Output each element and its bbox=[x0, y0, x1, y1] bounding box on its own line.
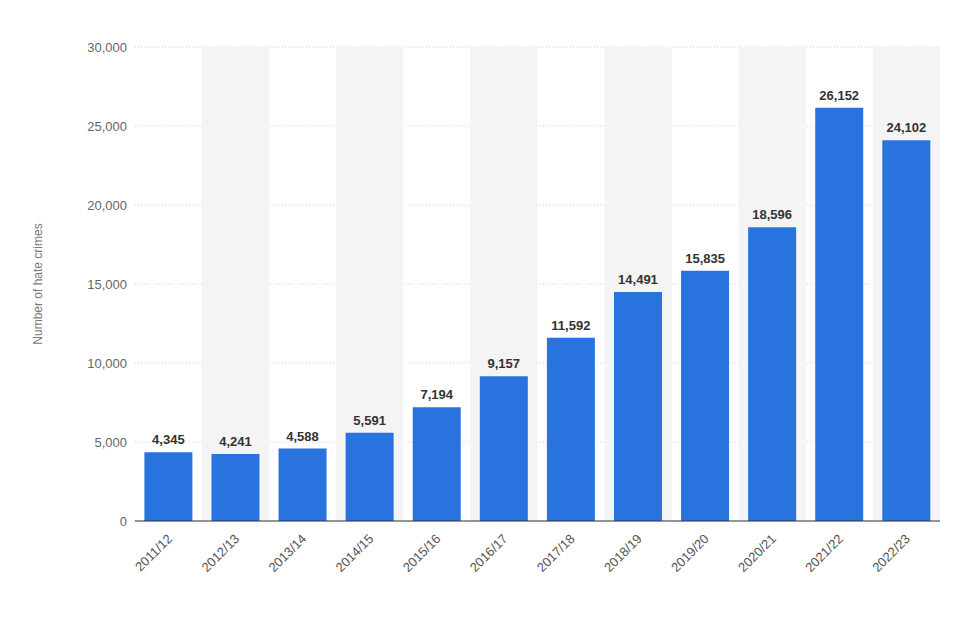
svg-text:4,241: 4,241 bbox=[219, 434, 252, 449]
svg-text:7,194: 7,194 bbox=[420, 387, 453, 402]
svg-text:2018/19: 2018/19 bbox=[601, 531, 645, 575]
svg-text:25,000: 25,000 bbox=[87, 119, 127, 134]
svg-text:2013/14: 2013/14 bbox=[266, 531, 310, 575]
svg-text:11,592: 11,592 bbox=[551, 318, 590, 333]
svg-text:2016/17: 2016/17 bbox=[467, 531, 511, 575]
svg-text:9,157: 9,157 bbox=[488, 356, 521, 371]
svg-text:4,345: 4,345 bbox=[152, 432, 185, 447]
svg-text:24,102: 24,102 bbox=[886, 120, 926, 135]
svg-text:Number of hate crimes: Number of hate crimes bbox=[31, 223, 45, 344]
svg-text:15,835: 15,835 bbox=[685, 251, 725, 266]
svg-text:20,000: 20,000 bbox=[87, 198, 127, 213]
svg-text:30,000: 30,000 bbox=[87, 40, 127, 55]
svg-text:2021/22: 2021/22 bbox=[802, 531, 846, 575]
svg-text:18,596: 18,596 bbox=[752, 207, 792, 222]
svg-text:2017/18: 2017/18 bbox=[534, 531, 578, 575]
svg-text:2012/13: 2012/13 bbox=[198, 531, 242, 575]
svg-text:0: 0 bbox=[120, 514, 127, 529]
svg-text:2019/20: 2019/20 bbox=[668, 531, 712, 575]
svg-text:2020/21: 2020/21 bbox=[735, 531, 779, 575]
svg-text:26,152: 26,152 bbox=[819, 88, 859, 103]
svg-text:4,588: 4,588 bbox=[286, 429, 319, 444]
svg-text:14,491: 14,491 bbox=[618, 272, 658, 287]
svg-text:2022/23: 2022/23 bbox=[869, 531, 913, 575]
svg-text:15,000: 15,000 bbox=[87, 277, 127, 292]
svg-text:5,000: 5,000 bbox=[94, 435, 127, 450]
svg-text:10,000: 10,000 bbox=[87, 356, 127, 371]
svg-text:2014/15: 2014/15 bbox=[333, 531, 377, 575]
svg-text:2015/16: 2015/16 bbox=[400, 531, 444, 575]
svg-text:2011/12: 2011/12 bbox=[132, 531, 175, 574]
svg-text:5,591: 5,591 bbox=[353, 413, 386, 428]
